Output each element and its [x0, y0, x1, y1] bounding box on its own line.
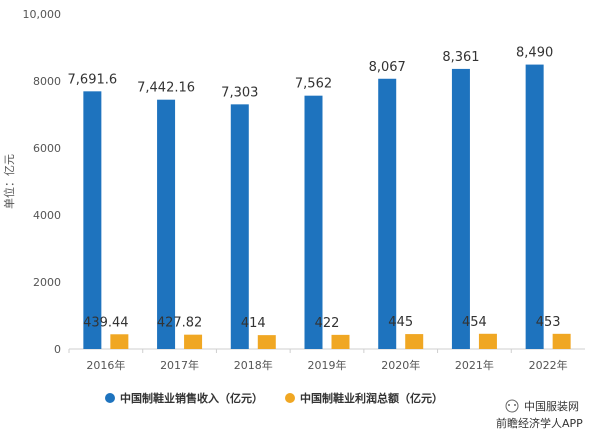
- y-axis-label: 单位：亿元: [2, 154, 16, 209]
- revenue-bar-label: 7,691.6: [68, 72, 118, 87]
- profit-bar: [110, 334, 129, 349]
- wechat-icon: [505, 399, 519, 413]
- y-tick-label: 2000: [33, 276, 61, 289]
- y-tick-label: 0: [54, 343, 61, 356]
- profit-bar: [405, 334, 424, 349]
- revenue-bar-label: 7,442.16: [137, 81, 195, 96]
- chart-bars: [83, 64, 571, 350]
- x-tick-label: 2019年: [308, 358, 347, 372]
- y-tick-label: 10,000: [23, 8, 62, 21]
- profit-bar: [552, 333, 571, 349]
- x-tick-label: 2021年: [455, 358, 494, 372]
- y-tick-label: 6000: [33, 142, 61, 155]
- wechat-icon-dot: [508, 404, 510, 406]
- revenue-bar: [525, 64, 544, 350]
- x-tick-label: 2018年: [234, 358, 273, 372]
- watermark-account: 前瞻经济学人APP: [496, 416, 583, 430]
- wechat-icon-dot: [514, 404, 516, 406]
- x-tick-label: 2016年: [86, 358, 125, 372]
- profit-bar: [257, 335, 276, 349]
- revenue-bar: [157, 99, 176, 349]
- revenue-bar-label: 8,361: [442, 50, 479, 65]
- source-watermark: 中国服装网 前瞻经济学人APP: [496, 399, 583, 430]
- chart-axes: 0 2000 4000 6000 8000 10,000 单位：亿元 2016年 2017年 20…: [2, 8, 585, 372]
- revenue-bar: [230, 104, 249, 349]
- revenue-bar-label: 7,303: [221, 85, 258, 100]
- profit-bar-label: 445: [388, 315, 413, 330]
- profit-bar-label: 453: [536, 315, 561, 330]
- profit-bar: [478, 333, 497, 349]
- legend-marker: [105, 393, 115, 403]
- legend-marker: [285, 393, 295, 403]
- x-tick-label: 2022年: [529, 358, 568, 372]
- legend-label: 中国制鞋业销售收入（亿元）: [120, 391, 263, 405]
- profit-bar-label: 427.82: [157, 316, 203, 331]
- chart-legend: 中国制鞋业销售收入（亿元） 中国制鞋业利润总额（亿元）: [105, 391, 443, 405]
- x-tick-label: 2017年: [160, 358, 199, 372]
- watermark-source: 中国服装网: [524, 400, 579, 413]
- revenue-bar: [304, 95, 323, 349]
- revenue-bar: [83, 91, 102, 350]
- profit-bar: [331, 334, 350, 349]
- chart-data-labels: 7,691.6 439.44 7,442.16 427.82 7,303 414 7,562…: [68, 46, 561, 332]
- y-tick-label: 4000: [33, 209, 61, 222]
- x-tick-label: 2020年: [381, 358, 420, 372]
- legend-label: 中国制鞋业利润总额（亿元）: [300, 391, 443, 405]
- revenue-bar: [378, 78, 397, 350]
- profit-bar-label: 422: [315, 316, 340, 331]
- revenue-bar-label: 7,562: [295, 77, 332, 92]
- y-tick-label: 8000: [33, 75, 61, 88]
- profit-bar-label: 439.44: [83, 315, 129, 330]
- revenue-bar-label: 8,490: [516, 46, 553, 61]
- profit-bar: [184, 334, 203, 349]
- revenue-bar-label: 8,067: [369, 60, 406, 75]
- revenue-bar: [451, 68, 470, 350]
- profit-bar-label: 454: [462, 315, 487, 330]
- profit-bar-label: 414: [241, 316, 266, 331]
